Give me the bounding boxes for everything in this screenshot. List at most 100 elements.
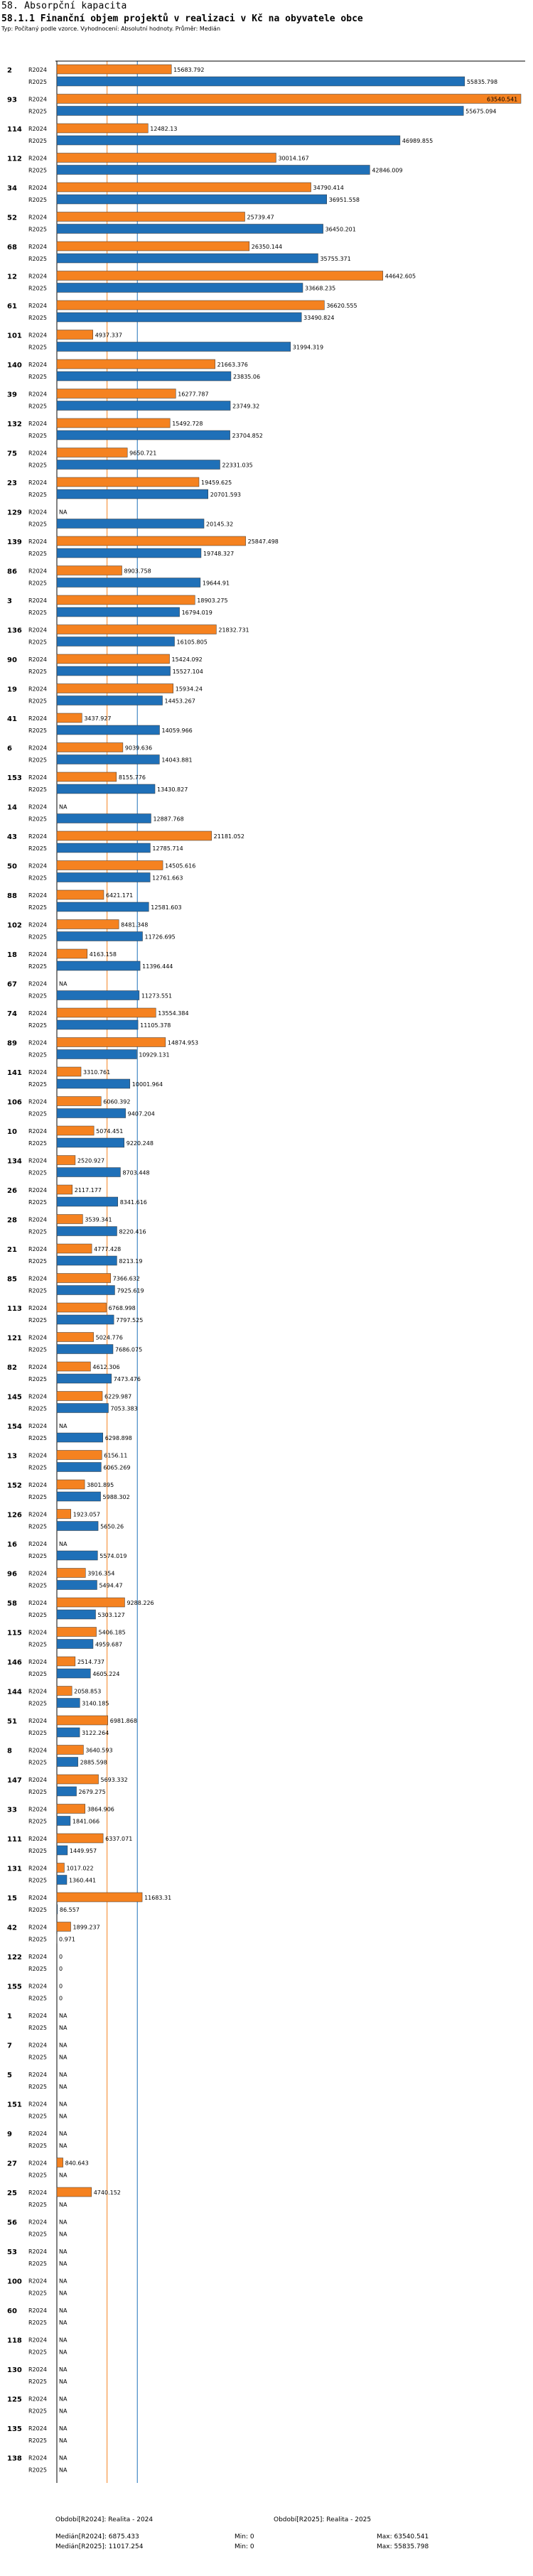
- series-label: R2024: [28, 1364, 47, 1370]
- r2024-value-label: 8481.348: [121, 922, 148, 929]
- category-label: 136: [7, 627, 22, 635]
- category-label: 141: [7, 1069, 22, 1077]
- r2025-bar: [56, 342, 291, 352]
- r2025-bar: [56, 165, 370, 175]
- r2024-bar: [56, 889, 104, 900]
- r2024-value-label: NA: [59, 2248, 68, 2255]
- series-label: R2024: [28, 391, 47, 398]
- r2024-bar: [56, 212, 245, 222]
- r2025-bar: [56, 1609, 96, 1620]
- category-label: 152: [7, 1482, 22, 1490]
- series-label: R2024: [28, 215, 47, 221]
- r2024-bar: [56, 772, 117, 782]
- r2025-bar: [56, 1845, 68, 1856]
- r2024-value-label: 6981.868: [110, 1718, 137, 1724]
- category-label: 144: [7, 1689, 22, 1696]
- r2024-value-label: 3640.593: [85, 1748, 112, 1754]
- series-label: R2025: [28, 1937, 47, 1943]
- period-2025-label: Období[R2025]: Realita - 2025: [274, 2516, 372, 2523]
- r2024-value-label: 8903.758: [124, 568, 151, 575]
- series-label: R2024: [28, 1335, 47, 1341]
- r2025-value-label: 86.557: [60, 1907, 80, 1913]
- r2025-value-label: 55835.798: [467, 79, 497, 85]
- series-label: R2024: [28, 1010, 47, 1017]
- series-label: R2025: [28, 1317, 47, 1324]
- series-label: R2024: [28, 185, 47, 191]
- r2025-value-label: 5494.47: [99, 1583, 122, 1589]
- category-label: 140: [7, 362, 22, 369]
- r2025-value-label: 10001.964: [132, 1081, 163, 1088]
- r2025-value-label: NA: [59, 2261, 68, 2267]
- r2025-value-label: 14059.966: [161, 727, 192, 734]
- r2024-value-label: 15934.24: [176, 686, 203, 693]
- category-label: 125: [7, 2396, 22, 2404]
- series-label: R2024: [28, 1925, 47, 1931]
- r2024-bar: [56, 1509, 72, 1519]
- r2024-value-label: 2520.927: [77, 1158, 104, 1164]
- r2024-value-label: 16277.787: [178, 391, 208, 398]
- r2025-value-label: 5574.019: [99, 1553, 126, 1559]
- series-label: R2025: [28, 138, 47, 144]
- series-label: R2025: [28, 551, 47, 557]
- r2024-value-label: 13554.384: [158, 1010, 188, 1017]
- series-label: R2024: [28, 2396, 47, 2403]
- r2024-value-label: NA: [59, 2013, 68, 2019]
- r2024-value-label: 1899.237: [73, 1925, 100, 1931]
- series-label: R2024: [28, 1276, 47, 1282]
- series-label: R2024: [28, 2160, 47, 2167]
- r2024-bar: [56, 1214, 83, 1224]
- r2025-bar: [56, 725, 160, 735]
- r2025-value-label: 31994.319: [293, 345, 323, 351]
- r2025-value-label: 8220.416: [119, 1229, 146, 1235]
- category-label: 139: [7, 539, 22, 546]
- r2025-bar: [56, 283, 303, 293]
- category-label: 145: [7, 1394, 22, 1402]
- series-label: R2024: [28, 745, 47, 752]
- category-label: 88: [7, 892, 17, 900]
- category-label: 27: [7, 2160, 17, 2168]
- series-label: R2025: [28, 2143, 47, 2149]
- category-label: 106: [7, 1099, 22, 1107]
- r2025-bar: [56, 1462, 102, 1472]
- r2024-bar: [56, 1273, 111, 1283]
- category-label: 134: [7, 1158, 22, 1166]
- category-label: 85: [7, 1276, 17, 1284]
- series-label: R2024: [28, 1453, 47, 1459]
- r2024-value-label: 19459.625: [201, 480, 232, 486]
- category-label: 13: [7, 1453, 17, 1461]
- r2024-bar: [56, 448, 128, 458]
- r2025-value-label: 19748.327: [203, 551, 234, 557]
- r2025-value-label: 8213.19: [119, 1258, 142, 1265]
- series-label: R2024: [28, 97, 47, 103]
- r2025-value-label: NA: [59, 2172, 68, 2179]
- series-label: R2025: [28, 168, 47, 174]
- series-label: R2025: [28, 1966, 47, 1972]
- category-label: 147: [7, 1777, 22, 1785]
- r2024-bar: [56, 477, 200, 487]
- r2025-value-label: 7686.075: [115, 1347, 142, 1353]
- r2025-value-label: 0.971: [59, 1937, 75, 1943]
- series-label: R2024: [28, 1571, 47, 1577]
- r2025-bar: [56, 76, 465, 87]
- series-label: R2024: [28, 2131, 47, 2137]
- series-label: R2024: [28, 2190, 47, 2196]
- r2024-value-label: 840.643: [65, 2160, 89, 2167]
- series-label: R2024: [28, 67, 47, 73]
- r2024-bar: [56, 1332, 94, 1342]
- r2025-value-label: 5650.26: [100, 1524, 124, 1530]
- r2024-bar: [56, 1155, 76, 1165]
- r2025-value-label: 33668.235: [305, 286, 335, 292]
- r2024-bar: [56, 1804, 85, 1814]
- r2025-bar: [56, 1432, 103, 1443]
- r2025-bar: [56, 990, 140, 1000]
- series-label: R2024: [28, 686, 47, 693]
- r2024-bar: [56, 1037, 166, 1047]
- series-label: R2025: [28, 2349, 47, 2356]
- r2024-value-label: 6421.171: [106, 892, 133, 899]
- r2025-value-label: 13430.827: [157, 786, 188, 793]
- r2025-bar: [56, 1108, 126, 1118]
- series-label: R2025: [28, 433, 47, 439]
- series-label: R2025: [28, 1494, 47, 1500]
- r2024-bar: [56, 418, 171, 428]
